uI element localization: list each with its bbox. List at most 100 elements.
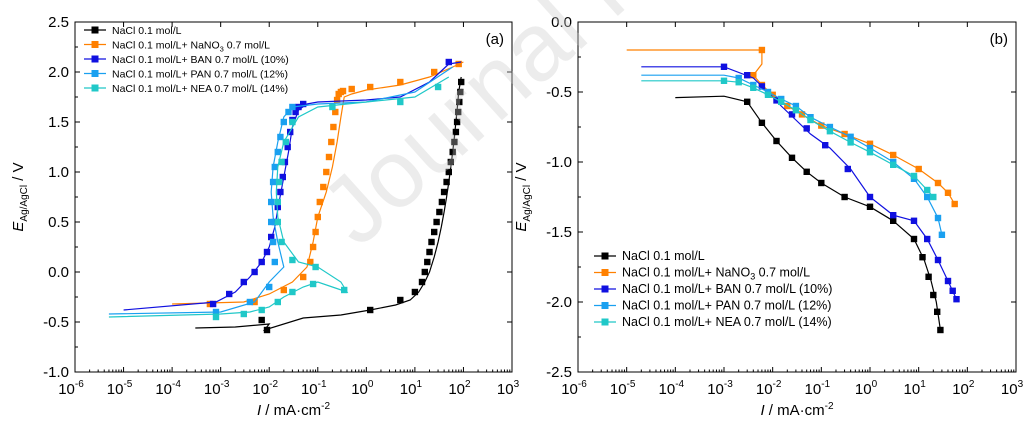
legend-marker <box>91 26 99 34</box>
data-point <box>268 198 275 206</box>
data-point <box>440 188 448 196</box>
y-axis-label: EAg/AgCl / V <box>513 162 533 231</box>
data-point <box>263 248 271 256</box>
x-tick-label: 10-3 <box>707 379 733 398</box>
y-tick-label: -0.5 <box>546 84 572 101</box>
data-point <box>953 296 960 303</box>
data-point <box>452 128 460 136</box>
data-point <box>251 268 258 276</box>
x-tick-label: 10-1 <box>805 379 831 398</box>
data-point <box>451 138 458 146</box>
data-point <box>438 198 446 206</box>
data-point <box>792 102 800 110</box>
data-point <box>258 258 265 266</box>
data-point <box>773 137 780 145</box>
x-tick-label: 10-2 <box>756 379 782 398</box>
legend-marker <box>601 285 609 293</box>
data-point <box>281 158 289 166</box>
data-point <box>750 84 757 91</box>
data-point <box>764 91 772 98</box>
data-point <box>275 178 283 186</box>
data-point <box>421 268 428 276</box>
data-point <box>910 217 918 224</box>
data-point <box>866 149 874 156</box>
data-point <box>445 58 452 66</box>
data-point <box>263 326 271 334</box>
data-point <box>930 291 937 299</box>
y-tick-label: 0.5 <box>48 214 69 231</box>
data-point <box>847 139 854 146</box>
data-point <box>274 148 281 156</box>
data-point <box>329 103 336 111</box>
data-point <box>279 173 286 181</box>
data-point <box>312 228 319 236</box>
data-point <box>788 154 796 161</box>
data-point <box>325 153 333 161</box>
x-tick-label: 101 <box>904 379 927 398</box>
data-point <box>278 238 285 246</box>
data-point <box>934 214 942 222</box>
data-point <box>735 79 742 86</box>
data-point <box>847 133 854 140</box>
data-point <box>285 108 292 116</box>
data-point <box>277 133 284 141</box>
data-point <box>426 248 433 256</box>
data-point <box>934 179 942 187</box>
data-point <box>890 217 897 224</box>
data-point <box>341 286 348 294</box>
y-tick-label: -1.5 <box>546 224 572 241</box>
x-tick-label: 102 <box>952 379 975 398</box>
data-point <box>720 63 728 70</box>
data-point <box>744 72 751 79</box>
data-point <box>278 158 285 166</box>
data-point <box>269 178 277 186</box>
series-line <box>641 66 958 300</box>
data-point <box>240 310 247 318</box>
chart-panel-b: 10-6 10-5 10-4 10-3 10-2 10-1 100 101 102 103 -2.5… <box>513 14 1024 419</box>
data-point <box>925 273 932 280</box>
x-tick-label: 10-1 <box>301 379 327 398</box>
data-point <box>307 258 314 266</box>
data-point <box>289 103 296 111</box>
x-tick-label: 10-6 <box>561 379 587 398</box>
data-point <box>866 140 874 147</box>
data-point <box>316 198 323 206</box>
x-tick-label: 10-2 <box>252 379 278 398</box>
data-point <box>455 108 462 116</box>
legend-marker <box>601 269 609 276</box>
legend-entry: NaCl 0.1 mol/L+ NaNO3 0.7 mol/L <box>112 40 270 54</box>
legend-marker <box>91 55 99 63</box>
data-point <box>758 83 766 90</box>
data-point <box>750 72 757 79</box>
series-line <box>641 80 934 198</box>
data-point <box>332 108 339 116</box>
data-point <box>934 308 941 315</box>
data-point <box>411 288 419 296</box>
data-point <box>822 142 829 149</box>
data-point <box>944 277 952 285</box>
data-point <box>269 238 277 246</box>
data-point <box>924 193 931 201</box>
data-point <box>268 233 275 241</box>
data-point <box>397 98 404 106</box>
y-tick-label: -0.5 <box>43 314 69 331</box>
data-point <box>431 228 438 236</box>
legend-marker <box>601 252 609 260</box>
data-point <box>424 258 431 266</box>
data-point <box>271 258 278 266</box>
data-point <box>280 118 287 126</box>
data-point <box>758 46 766 54</box>
data-point <box>910 172 918 180</box>
data-point <box>268 218 275 226</box>
x-tick-label: 101 <box>400 379 423 398</box>
data-point <box>314 213 321 221</box>
data-point <box>784 102 791 110</box>
data-point <box>447 158 454 166</box>
data-point <box>280 286 287 294</box>
panel-label: (b) <box>990 31 1008 48</box>
data-point <box>431 68 438 76</box>
x-tick-label: 10-4 <box>659 379 685 398</box>
data-point <box>453 118 461 126</box>
data-point <box>866 193 874 201</box>
